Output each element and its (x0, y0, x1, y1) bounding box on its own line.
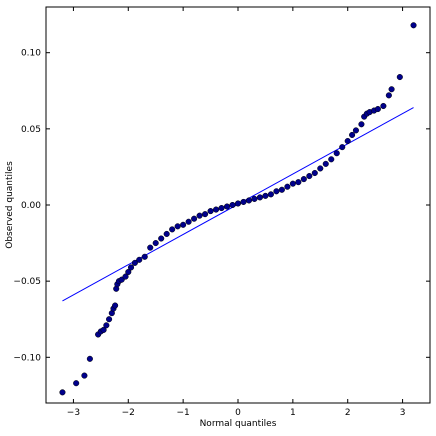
data-point (180, 221, 187, 228)
data-point (284, 183, 291, 190)
data-point (131, 259, 138, 266)
data-point (163, 230, 170, 237)
data-point (229, 201, 236, 209)
data-point (245, 197, 253, 204)
data-point (185, 218, 192, 225)
y-tick-label: −0.10 (13, 353, 41, 363)
data-point (202, 211, 209, 218)
data-point (374, 105, 381, 113)
data-point (328, 156, 335, 163)
y-tick-label: 0.05 (21, 125, 41, 135)
x-axis-label: Normal quantiles (200, 419, 277, 429)
data-point (306, 173, 313, 180)
data-point (339, 144, 346, 151)
data-point (136, 256, 143, 263)
data-point (385, 92, 392, 99)
data-point (196, 212, 203, 219)
data-point (388, 86, 395, 93)
data-point (59, 389, 66, 396)
data-point (218, 204, 225, 212)
data-point (352, 127, 359, 134)
data-point (278, 186, 285, 193)
data-point (317, 165, 324, 172)
data-point (127, 264, 135, 271)
data-point (158, 235, 165, 242)
data-point (174, 223, 181, 230)
data-point (322, 160, 329, 167)
x-tick-label: −2 (122, 408, 135, 418)
data-point (223, 203, 231, 210)
data-point (147, 244, 154, 251)
data-point (213, 206, 220, 213)
x-axis-ticks: −3 −2 −1 0 1 2 3 (67, 7, 406, 418)
data-point (240, 198, 247, 206)
data-point (300, 176, 307, 183)
y-axis-ticks: −0.10 −0.05 0.00 0.05 0.10 (13, 49, 430, 363)
data-point (81, 372, 88, 379)
data-point (349, 131, 356, 138)
y-tick-label: 0.00 (21, 201, 41, 211)
data-point (169, 226, 176, 233)
data-point (86, 355, 93, 362)
x-tick-label: 3 (400, 408, 406, 418)
data-point (100, 326, 107, 333)
data-point (256, 194, 263, 201)
data-point (207, 208, 214, 215)
data-point (262, 192, 269, 199)
data-point (267, 191, 274, 198)
data-point (311, 169, 318, 177)
data-point (152, 240, 159, 247)
data-point (141, 253, 148, 260)
x-tick-label: −1 (177, 408, 190, 418)
y-axis-label: Observed quantiles (5, 161, 15, 249)
data-point (410, 22, 417, 29)
data-points (59, 22, 417, 396)
data-point (112, 302, 119, 309)
data-point (380, 102, 387, 110)
x-tick-label: 0 (235, 408, 241, 418)
data-point (106, 316, 113, 323)
data-point (344, 137, 351, 145)
y-tick-label: −0.05 (13, 277, 41, 287)
data-point (358, 121, 365, 128)
data-point (234, 200, 242, 207)
x-tick-label: 2 (345, 408, 351, 418)
data-point (396, 74, 403, 81)
data-point (191, 215, 198, 222)
data-point (273, 188, 280, 195)
y-tick-label: 0.10 (21, 49, 41, 59)
data-point (73, 380, 80, 387)
x-tick-label: −3 (67, 408, 80, 418)
data-point (103, 322, 110, 329)
data-point (122, 273, 129, 280)
data-point (125, 268, 132, 276)
data-point (295, 179, 302, 186)
data-point (251, 195, 258, 202)
x-tick-label: 1 (290, 408, 296, 418)
data-point (333, 150, 340, 157)
data-point (289, 180, 296, 187)
